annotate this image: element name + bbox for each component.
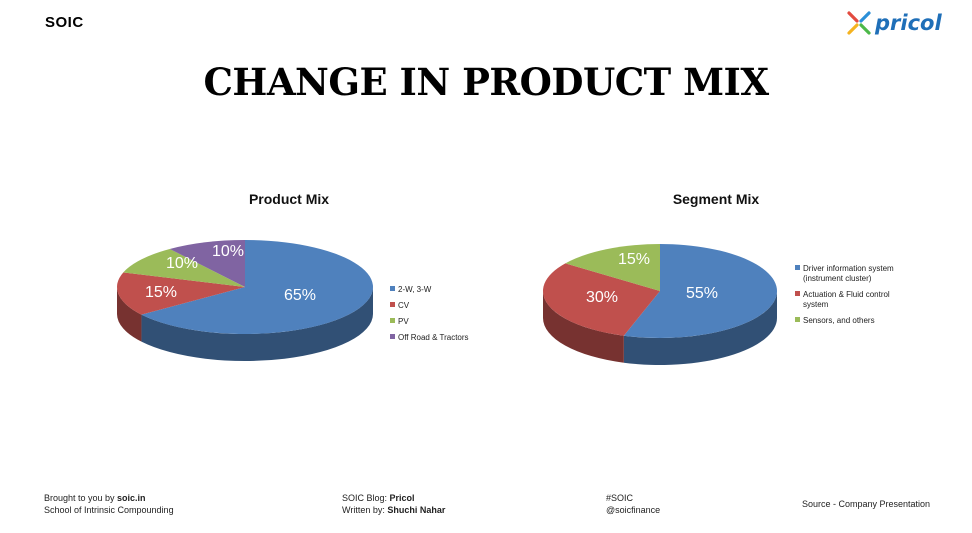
slice-label-1: 65% bbox=[284, 287, 316, 304]
pie-slice-1 bbox=[623, 244, 778, 338]
footer-school-name: School of Intrinsic Compounding bbox=[44, 505, 174, 515]
slice-label-2: 30% bbox=[586, 289, 618, 306]
pie-chart-1: 65% 15% 10% 10% Product Mix 2-W, 3-W CV PV Off R… bbox=[117, 191, 469, 361]
pie-side-2 bbox=[543, 291, 624, 363]
footer-source: Source - Company Presentation bbox=[802, 499, 931, 509]
legend-item: PV bbox=[390, 317, 409, 326]
legend-swatch bbox=[795, 317, 800, 322]
legend-item: Driver information system(instrument clu… bbox=[795, 264, 894, 283]
pie-slice-3 bbox=[123, 248, 245, 287]
pie-slice-4 bbox=[169, 240, 245, 287]
chart-title: Segment Mix bbox=[673, 191, 760, 207]
legend-item: Off Road & Tractors bbox=[390, 333, 469, 342]
legend-label: system bbox=[803, 300, 829, 309]
footer-brought-by: Brought to you by bbox=[44, 493, 118, 503]
legend-swatch bbox=[795, 265, 800, 270]
pie-side-1 bbox=[141, 287, 373, 361]
slice-label-4: 10% bbox=[212, 243, 244, 260]
footer-hashtag: #SOIC bbox=[606, 493, 634, 503]
footer-social: #SOIC @soicfinance bbox=[606, 492, 660, 516]
pie-slice-1 bbox=[141, 240, 373, 335]
page-title: CHANGE IN PRODUCT MIX bbox=[203, 60, 769, 104]
pie-chart-2: 55% 30% 15% Segment Mix Driver information s… bbox=[543, 191, 894, 365]
slice-label-3: 10% bbox=[166, 255, 198, 272]
slice-label-1: 55% bbox=[686, 285, 718, 302]
slice-label-3: 15% bbox=[618, 251, 650, 268]
chart-title: Product Mix bbox=[249, 191, 329, 207]
pie-side-1 bbox=[623, 291, 777, 365]
legend-swatch bbox=[390, 318, 395, 323]
legend-swatch bbox=[795, 291, 800, 296]
pie-slice-2 bbox=[117, 272, 245, 315]
footer-author-name: Shuchi Nahar bbox=[387, 505, 446, 515]
legend-swatch bbox=[390, 334, 395, 339]
legend-item: 2-W, 3-W bbox=[390, 285, 432, 294]
legend-swatch bbox=[390, 302, 395, 307]
footer-author-prefix: Written by: bbox=[342, 505, 388, 515]
brand-name: SOIC bbox=[45, 14, 84, 31]
footer-blog-prefix: SOIC Blog: bbox=[342, 493, 390, 503]
pricol-x-icon bbox=[847, 11, 871, 35]
pie-slice-2 bbox=[543, 263, 660, 336]
footer-site-link[interactable]: soic.in bbox=[117, 493, 146, 503]
legend-label: Driver information system bbox=[803, 264, 894, 273]
footer-blog: SOIC Blog: Pricol Written by: Shuchi Nah… bbox=[342, 492, 445, 516]
pie-slice-3 bbox=[565, 244, 660, 291]
legend-item: CV bbox=[390, 301, 410, 310]
pie-side-2 bbox=[117, 287, 142, 342]
legend-label: Sensors, and others bbox=[803, 316, 875, 325]
footer-credits: Brought to you by soic.in School of Intr… bbox=[44, 492, 174, 516]
legend-label: PV bbox=[398, 317, 409, 326]
legend-label: Off Road & Tractors bbox=[398, 333, 469, 342]
legend-item: Sensors, and others bbox=[795, 316, 875, 325]
footer-blog-name: Pricol bbox=[389, 493, 415, 503]
logo-text: pricol bbox=[875, 11, 942, 35]
slice-label-2: 15% bbox=[145, 284, 177, 301]
legend-label: CV bbox=[398, 301, 410, 310]
pricol-logo: pricol bbox=[846, 8, 942, 38]
legend-label: 2-W, 3-W bbox=[398, 285, 432, 294]
footer-handle: @soicfinance bbox=[606, 505, 661, 515]
legend-label: Actuation & Fluid control bbox=[803, 290, 890, 299]
legend-swatch bbox=[390, 286, 395, 291]
legend-label: (instrument cluster) bbox=[803, 274, 872, 283]
